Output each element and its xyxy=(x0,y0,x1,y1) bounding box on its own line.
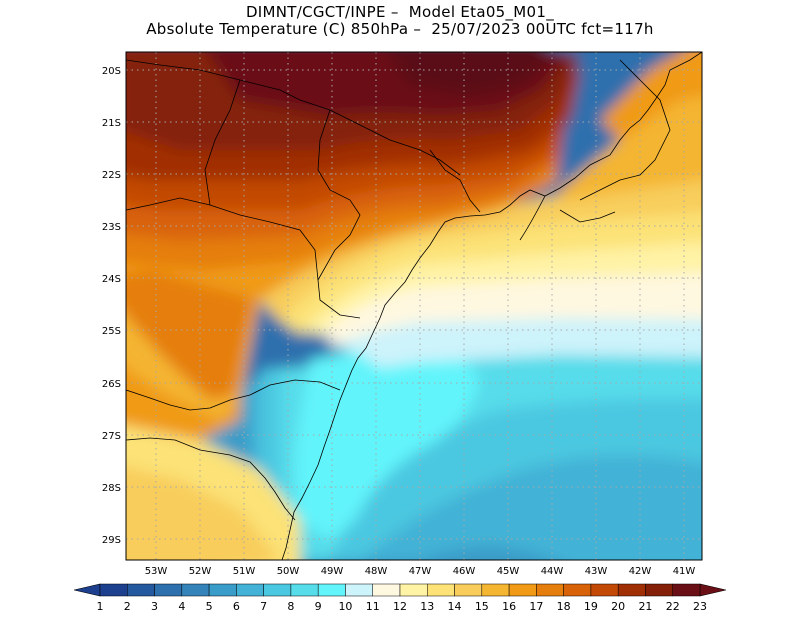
lon-label: 42W xyxy=(629,566,652,577)
lat-label: 27S xyxy=(102,431,121,442)
lat-label: 24S xyxy=(102,274,121,285)
lon-label: 43W xyxy=(585,566,608,577)
colorbar-segment xyxy=(372,583,401,597)
coastline-borders xyxy=(126,52,702,560)
lon-label: 53W xyxy=(145,566,168,577)
colorbar-segment xyxy=(99,583,128,597)
colorbar-segment xyxy=(481,583,510,597)
lon-label: 47W xyxy=(409,566,432,577)
colorbar-label: 22 xyxy=(666,600,680,613)
colorbar-segment xyxy=(427,583,455,597)
colorbar-segment xyxy=(508,583,537,597)
colorbar-label: 12 xyxy=(393,600,407,613)
lat-label: 26S xyxy=(102,379,121,390)
colorbar-segment xyxy=(536,583,564,597)
colorbar-segment xyxy=(617,583,646,597)
lat-label: 23S xyxy=(102,222,121,233)
colorbar-segment xyxy=(645,583,673,597)
lat-label: 22S xyxy=(102,170,121,181)
lon-label: 49W xyxy=(321,566,344,577)
colorbar-segment xyxy=(181,583,210,597)
longitude-labels: 53W 52W 51W 50W 49W 48W 47W 46W 45W 44W … xyxy=(145,566,696,577)
colorbar-segment xyxy=(236,583,264,597)
colorbar-label: 6 xyxy=(233,600,240,613)
lon-label: 44W xyxy=(541,566,564,577)
lon-label: 45W xyxy=(497,566,520,577)
lon-label: 41W xyxy=(673,566,696,577)
colorbar-label: 10 xyxy=(338,600,352,613)
colorbar-segment xyxy=(127,583,155,597)
temperature-field xyxy=(126,52,702,560)
title-line-1: DIMNT/CGCT/INPE – Model Eta05_M01_ xyxy=(245,3,555,21)
colorbar: 1 2 3 4 5 6 7 8 9 10 11 12 13 14 15 16 17 18 19 20 21 22 23 xyxy=(73,583,727,613)
colorbar-label: 5 xyxy=(206,600,213,613)
lon-label: 46W xyxy=(453,566,476,577)
colorbar-label: 21 xyxy=(638,600,652,613)
colorbar-segment xyxy=(563,583,592,597)
colorbar-label: 15 xyxy=(475,600,489,613)
lon-label: 52W xyxy=(189,566,212,577)
map-frame xyxy=(125,51,703,561)
lat-label: 20S xyxy=(102,66,121,77)
colorbar-label: 20 xyxy=(611,600,625,613)
colorbar-label: 18 xyxy=(557,600,571,613)
colorbar-label: 7 xyxy=(260,600,267,613)
lat-label: 28S xyxy=(102,483,121,494)
colorbar-segment xyxy=(454,583,483,597)
lon-label: 51W xyxy=(233,566,256,577)
colorbar-segment xyxy=(399,583,428,597)
colorbar-label: 14 xyxy=(448,600,462,613)
colorbar-segment xyxy=(290,583,319,597)
colorbar-segment xyxy=(208,583,237,597)
colorbar-label: 2 xyxy=(124,600,131,613)
colorbar-label: 11 xyxy=(366,600,380,613)
colorbar-label: 13 xyxy=(420,600,434,613)
colorbar-segment xyxy=(590,583,619,597)
colorbar-segment xyxy=(672,583,701,597)
lat-label: 21S xyxy=(102,118,121,129)
colorbar-label: 8 xyxy=(287,600,294,613)
map-title: DIMNT/CGCT/INPE – Model Eta05_M01_ Absol… xyxy=(0,4,800,38)
colorbar-segment xyxy=(263,583,292,597)
colorbar-label: 17 xyxy=(529,600,543,613)
lon-label: 50W xyxy=(277,566,300,577)
colorbar-segment xyxy=(345,583,373,597)
colorbar-label: 3 xyxy=(151,600,158,613)
colorbar-label: 23 xyxy=(693,600,707,613)
colorbar-label: 9 xyxy=(315,600,322,613)
colorbar-segment xyxy=(154,583,183,597)
colorbar-segment xyxy=(317,583,346,597)
colorbar-label: 19 xyxy=(584,600,598,613)
latitude-labels: 20S 21S 22S 23S 24S 25S 26S 27S 28S 29S xyxy=(102,66,121,546)
colorbar-high-arrow xyxy=(699,583,727,597)
colorbar-low-arrow xyxy=(73,583,101,597)
title-line-2: Absolute Temperature (C) 850hPa – 25/07/… xyxy=(146,20,654,38)
lat-label: 29S xyxy=(102,535,121,546)
graticule xyxy=(126,52,702,560)
lat-label: 25S xyxy=(102,326,121,337)
colorbar-label: 16 xyxy=(502,600,516,613)
colorbar-label: 4 xyxy=(178,600,185,613)
lon-label: 48W xyxy=(365,566,388,577)
colorbar-label: 1 xyxy=(97,600,104,613)
